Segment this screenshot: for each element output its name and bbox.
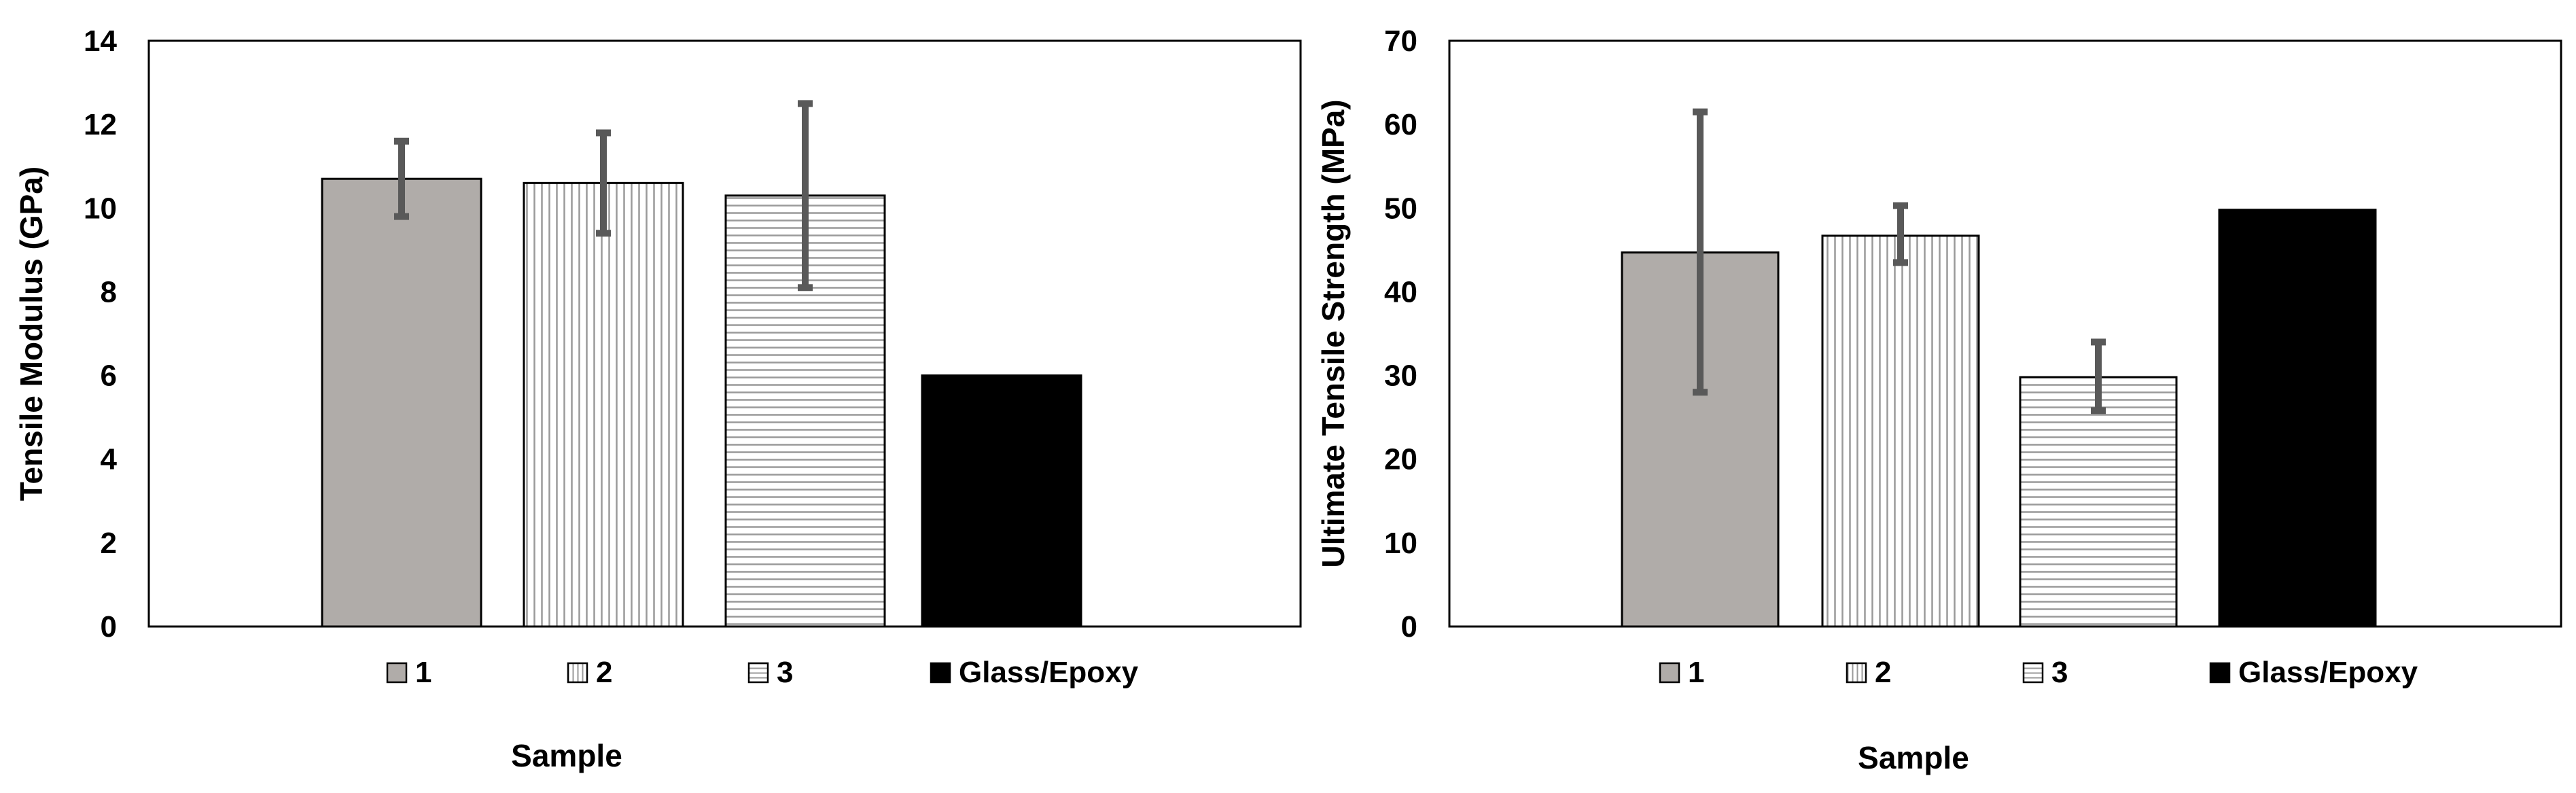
legend: 1 2 3 Glass/Epoxy (386, 656, 1139, 689)
y-tick-label: 2 (101, 527, 117, 560)
error-bar (394, 137, 409, 220)
y-tick-label: 14 (84, 24, 117, 58)
legend-item: Glass/Epoxy (930, 656, 1139, 689)
error-bar (1893, 202, 1908, 266)
error-bar (798, 100, 813, 292)
y-tick-label: 30 (1384, 359, 1417, 393)
plot-area-frame (1448, 39, 2562, 628)
error-bar (2091, 338, 2106, 415)
legend-label: 3 (777, 656, 793, 689)
y-tick-label: 6 (101, 359, 117, 393)
legend: 1 2 3 Glass/Epoxy (1659, 656, 2418, 689)
y-tick-label: 50 (1384, 192, 1417, 225)
legend-label: Glass/Epoxy (959, 656, 1139, 689)
legend-item: 3 (2022, 656, 2068, 689)
legend-swatch (930, 662, 951, 684)
legend-item: 1 (386, 656, 431, 689)
bar (2019, 376, 2178, 628)
legend-swatch (2209, 662, 2231, 684)
y-tick-label: 12 (84, 108, 117, 141)
error-bar (596, 129, 611, 237)
bars (321, 177, 1082, 628)
bar (1821, 234, 1980, 628)
bar (523, 181, 684, 628)
legend-label: 2 (596, 656, 612, 689)
legend-label: 3 (2051, 656, 2068, 689)
y-tick-label: 0 (1401, 610, 1417, 644)
legend-label: 2 (1875, 656, 1891, 689)
legend-swatch (747, 662, 769, 684)
y-tick-label: 60 (1384, 108, 1417, 141)
y-tick-label: 20 (1384, 443, 1417, 476)
error-bar (1693, 108, 1708, 396)
y-tick-label: 10 (84, 192, 117, 225)
x-axis-label: Sample (511, 738, 622, 773)
bars (1621, 209, 2377, 628)
legend-swatch (1846, 662, 1867, 684)
chart-ultimate-tensile-strength: 0 10 20 30 40 50 60 70 Ultimate Tensile Strengt… (1316, 24, 2562, 775)
legend-swatch (2022, 662, 2044, 684)
y-tick-label: 70 (1384, 24, 1417, 58)
y-tick-labels: 0 10 20 30 40 50 60 70 (1384, 24, 1417, 644)
y-tick-label: 4 (101, 443, 118, 476)
legend-item: 3 (747, 656, 793, 689)
legend-item: Glass/Epoxy (2209, 656, 2418, 689)
y-tick-label: 10 (1384, 527, 1417, 560)
legend-swatch (386, 662, 408, 684)
bar (2218, 209, 2377, 628)
legend-swatch (567, 662, 588, 684)
legend-item: 2 (1846, 656, 1891, 689)
y-axis-label: Tensile Modulus (GPa) (14, 166, 49, 501)
y-tick-label: 0 (101, 610, 117, 644)
y-axis-label: Ultimate Tensile Strength (MPa) (1316, 99, 1351, 567)
x-axis-label: Sample (1858, 740, 1969, 775)
error-bars (1693, 108, 2106, 415)
legend-item: 2 (567, 656, 612, 689)
y-tick-label: 8 (101, 275, 117, 309)
bar (321, 177, 482, 628)
error-bars (394, 100, 813, 292)
y-tick-labels: 0 2 4 6 8 10 12 14 (84, 24, 117, 644)
legend-swatch (1659, 662, 1680, 684)
legend-label: Glass/Epoxy (2238, 656, 2418, 689)
bar (921, 374, 1082, 628)
legend-label: 1 (1688, 656, 1704, 689)
y-tick-label: 40 (1384, 275, 1417, 309)
legend-label: 1 (415, 656, 431, 689)
legend-item: 1 (1659, 656, 1704, 689)
